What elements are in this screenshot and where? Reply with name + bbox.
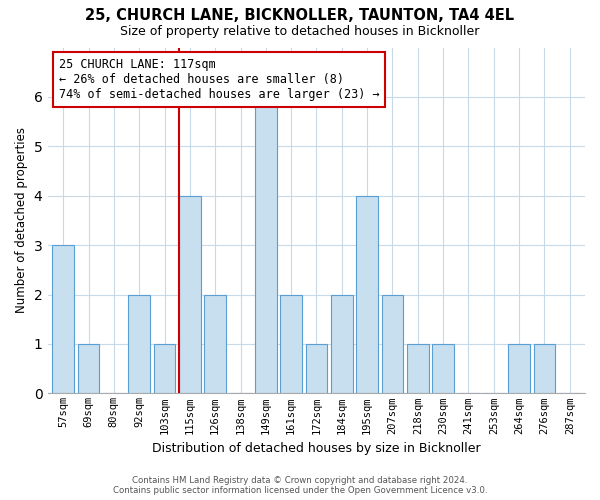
Bar <box>255 97 277 394</box>
Bar <box>331 294 353 394</box>
Bar <box>433 344 454 394</box>
Bar <box>179 196 200 394</box>
Text: 25, CHURCH LANE, BICKNOLLER, TAUNTON, TA4 4EL: 25, CHURCH LANE, BICKNOLLER, TAUNTON, TA… <box>85 8 515 22</box>
Bar <box>52 245 74 394</box>
Text: Contains HM Land Registry data © Crown copyright and database right 2024.
Contai: Contains HM Land Registry data © Crown c… <box>113 476 487 495</box>
Bar <box>78 344 99 394</box>
Y-axis label: Number of detached properties: Number of detached properties <box>15 128 28 314</box>
Bar <box>407 344 428 394</box>
Bar <box>306 344 327 394</box>
Bar <box>280 294 302 394</box>
Text: 25 CHURCH LANE: 117sqm
← 26% of detached houses are smaller (8)
74% of semi-deta: 25 CHURCH LANE: 117sqm ← 26% of detached… <box>59 58 379 101</box>
Bar <box>205 294 226 394</box>
Bar <box>356 196 378 394</box>
Bar <box>508 344 530 394</box>
Bar <box>382 294 403 394</box>
X-axis label: Distribution of detached houses by size in Bicknoller: Distribution of detached houses by size … <box>152 442 481 455</box>
Bar <box>154 344 175 394</box>
Bar <box>128 294 150 394</box>
Bar <box>534 344 555 394</box>
Text: Size of property relative to detached houses in Bicknoller: Size of property relative to detached ho… <box>121 25 479 38</box>
